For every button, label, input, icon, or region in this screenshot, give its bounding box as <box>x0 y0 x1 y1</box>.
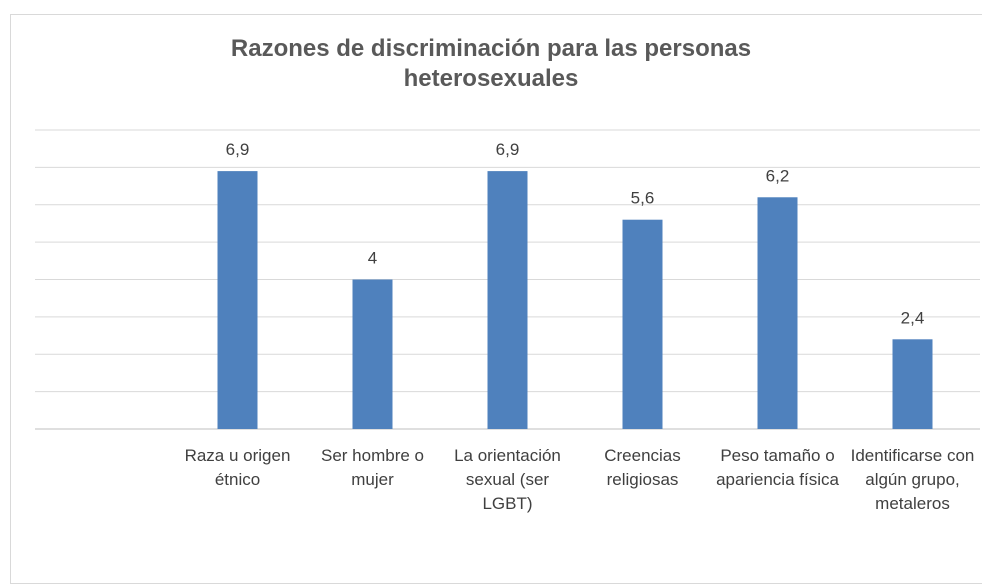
page: {"chart_data": {"type": "bar", "title": … <box>10 14 982 584</box>
chart-title: Razones de discriminación para las perso… <box>230 35 752 92</box>
plot: 6,9 4 6,9 5,6 6,2 2,4 <box>35 129 980 430</box>
value-label: 6,9 <box>226 140 250 159</box>
value-label: 4 <box>368 249 377 268</box>
value-label: 6,2 <box>766 166 790 185</box>
bar <box>487 171 528 430</box>
bar <box>757 197 798 429</box>
x-tick-label: Identificarse con algún grupo, metaleros <box>850 446 975 513</box>
value-label: 5,6 <box>631 189 655 208</box>
value-label: 2,4 <box>901 308 925 327</box>
x-tick-label: Ser hombre o mujer <box>321 446 424 489</box>
bar <box>217 171 258 430</box>
x-tick-label: Creencias religiosas <box>604 446 681 489</box>
bar <box>352 279 393 429</box>
x-tick-label: Peso tamaño o apariencia física <box>716 446 839 489</box>
bar <box>622 219 663 429</box>
x-tick-label: La orientación sexual (ser LGBT) <box>454 446 561 513</box>
x-tick-label: Raza u origen étnico <box>184 446 291 489</box>
value-label: 6,9 <box>496 140 520 159</box>
bar <box>892 339 933 429</box>
